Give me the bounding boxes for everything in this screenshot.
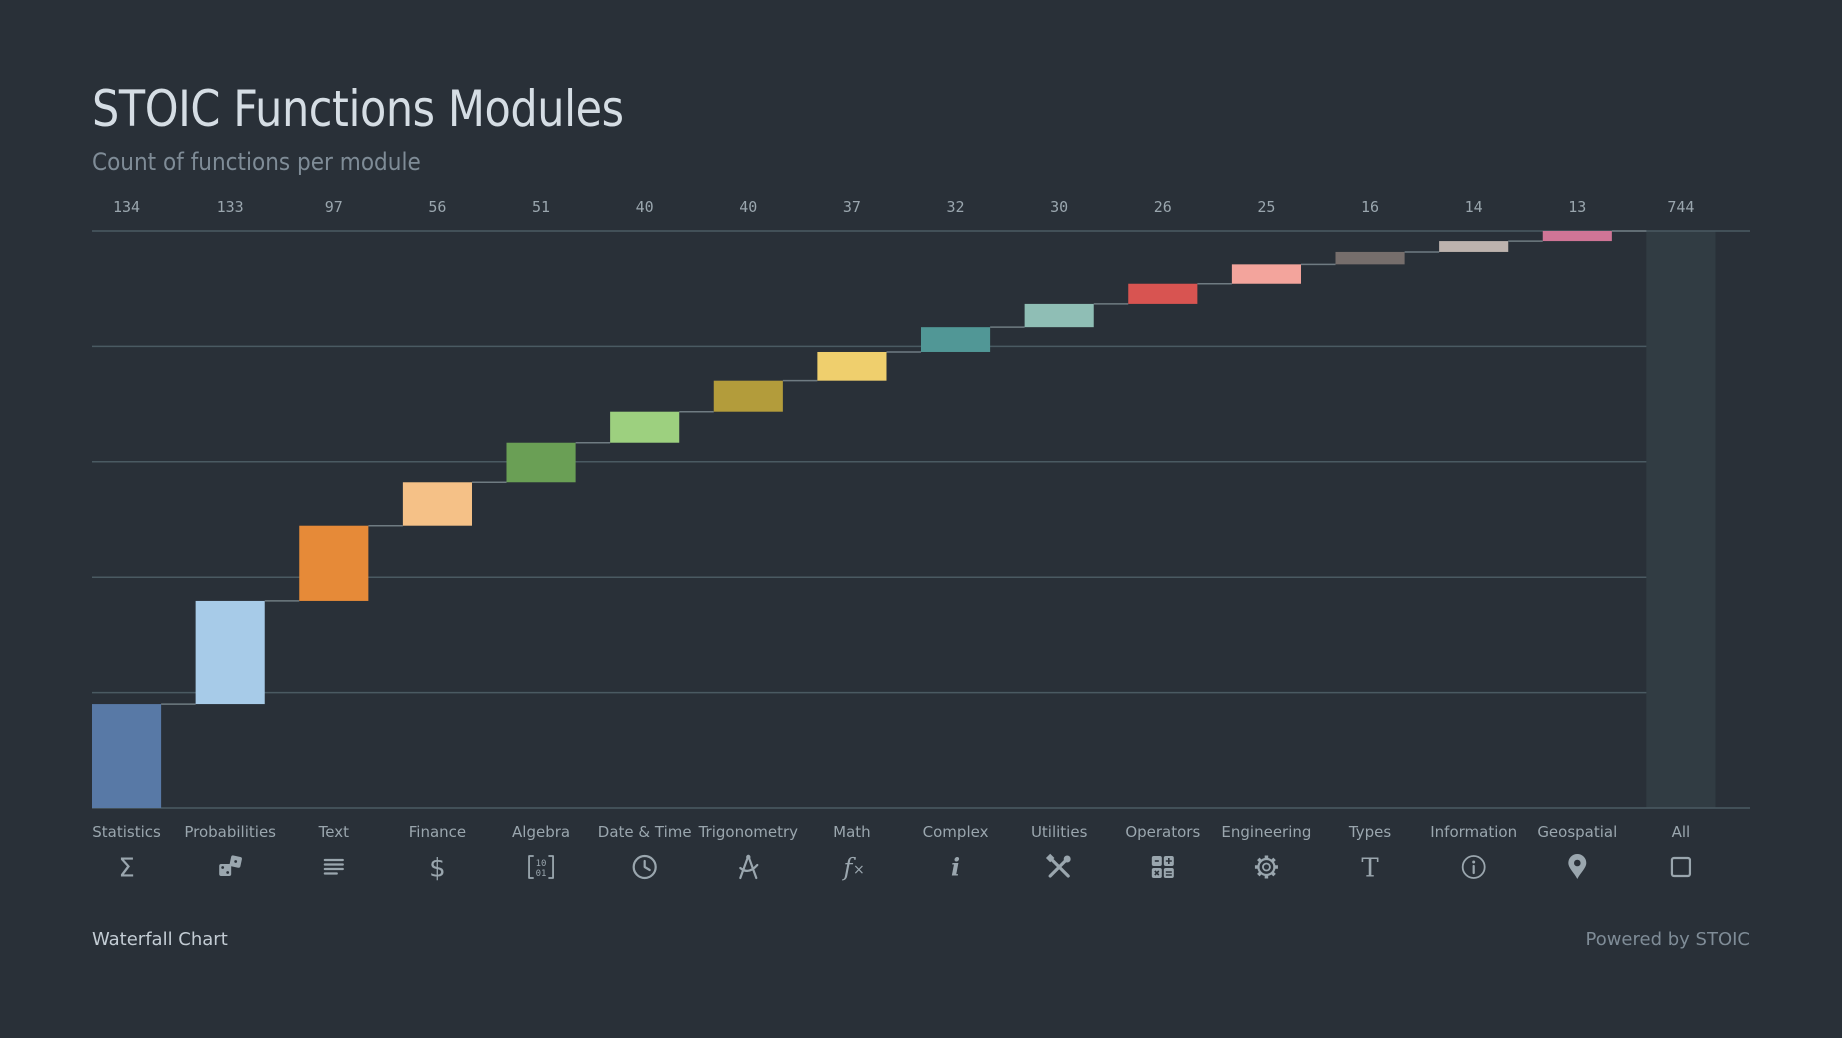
chart-title: STOIC Functions Modules [92,80,624,138]
category-label-date-time: Date & Time [598,823,692,841]
svg-text:T: T [1361,853,1379,883]
svg-text:i: i [951,853,960,882]
value-label-probabilities: 133 [217,198,244,216]
square-icon [1670,856,1692,878]
value-label-text: 97 [325,198,343,216]
svg-text:Σ: Σ [118,853,134,883]
map-pin-icon [1568,854,1587,879]
type-t-icon: T [1361,853,1379,883]
value-label-operators: 26 [1154,198,1172,216]
category-label-trigonometry: Trigonometry [698,823,799,841]
category-label-all: All [1672,823,1691,841]
tools-icon [1045,853,1071,878]
value-label-geospatial: 13 [1568,198,1586,216]
value-label-finance: 56 [428,198,446,216]
text-lines-icon [323,858,344,875]
svg-text:$: $ [429,853,446,883]
value-label-engineering: 25 [1257,198,1275,216]
value-label-types: 16 [1361,198,1379,216]
gear-icon [1254,855,1278,879]
category-label-statistics: Statistics [92,823,161,841]
bar-algebra [506,442,576,483]
category-label-operators: Operators [1125,823,1200,841]
category-label-information: Information [1430,823,1517,841]
value-label-algebra: 51 [532,198,550,216]
value-label-all: 744 [1667,198,1694,216]
bar-trigonometry [713,380,783,412]
dollar-icon: $ [429,853,446,883]
dice-icon [219,855,242,876]
value-label-math: 37 [843,198,861,216]
svg-text:×: × [853,862,865,878]
category-label-types: Types [1348,823,1391,841]
bar-geospatial [1542,231,1612,242]
value-label-statistics: 134 [113,198,140,216]
svg-text:01: 01 [536,869,547,879]
value-label-information: 14 [1465,198,1483,216]
compass-icon [739,854,759,880]
bar-engineering [1231,264,1301,284]
function-icon: f × [841,854,864,882]
bar-utilities [1024,303,1094,328]
category-label-complex: Complex [923,823,989,841]
bar-complex [921,327,991,352]
chart-subtitle: Count of functions per module [92,148,421,176]
category-label-text: Text [318,823,349,841]
bar-statistics [92,704,162,808]
value-label-trigonometry: 40 [739,198,757,216]
category-label-engineering: Engineering [1221,823,1311,841]
sigma-icon: Σ [118,853,134,883]
bar-probabilities [195,600,265,705]
category-label-finance: Finance [409,823,466,841]
category-label-probabilities: Probabilities [184,823,276,841]
value-label-complex: 32 [947,198,965,216]
category-label-geospatial: Geospatial [1537,823,1617,841]
info-circle-icon [1461,855,1486,879]
bar-date-time [610,411,680,443]
bar-text [299,525,369,601]
total-bar [1646,231,1716,808]
bar-finance [402,482,472,526]
category-label-math: Math [833,823,871,841]
clock-icon [632,854,657,880]
category-label-utilities: Utilities [1031,823,1088,841]
category-label-algebra: Algebra [512,823,570,841]
svg-text:10: 10 [536,859,547,869]
bar-math [817,351,887,381]
bar-types [1335,251,1405,265]
calculator-grid-icon [1151,856,1174,878]
value-label-utilities: 30 [1050,198,1068,216]
chart-type-label: Waterfall Chart [92,929,228,950]
bar-operators [1128,283,1198,304]
bar-information [1439,241,1509,252]
value-label-date-time: 40 [636,198,654,216]
imaginary-i-icon: i [951,853,960,882]
powered-by-label: Powered by STOIC [1585,929,1750,950]
